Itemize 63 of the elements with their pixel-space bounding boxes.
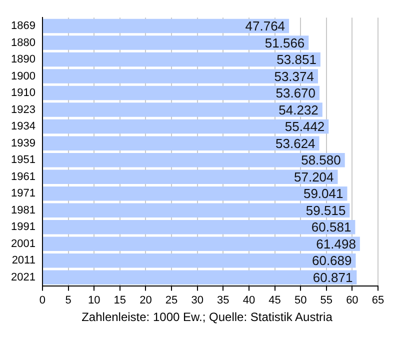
bar xyxy=(42,203,350,218)
data-label: 53.670 xyxy=(276,86,316,101)
x-tick-label: 30 xyxy=(191,294,204,306)
bar xyxy=(42,119,329,134)
text: Zahlenleiste: 1000 Ew.; Quelle: Statistik Austria xyxy=(80,310,334,324)
data-label: 57.204 xyxy=(294,169,334,184)
data-label: 59.515 xyxy=(306,202,346,218)
x-tick-label: 0 xyxy=(39,294,46,306)
y-tick-label: 1951 xyxy=(10,154,36,166)
bar xyxy=(42,36,309,50)
bar xyxy=(42,102,322,117)
data-label: 47.764 xyxy=(245,18,286,34)
x-tick-label: 25 xyxy=(165,294,178,306)
y-tick-label: 2011 xyxy=(12,254,36,267)
data-label: 53.624 xyxy=(276,136,316,151)
y-tick-label: 1971 xyxy=(10,188,36,200)
x-tick-label: 5 xyxy=(65,294,72,306)
bar xyxy=(42,69,318,84)
bar xyxy=(42,86,320,100)
bar xyxy=(42,18,290,34)
data-label: 53.374 xyxy=(274,68,314,84)
data-label: 53.851 xyxy=(276,52,316,68)
y-tick-label: 1991 xyxy=(10,221,36,234)
bar xyxy=(42,236,360,252)
x-tick-label: 35 xyxy=(217,294,230,306)
y-tick-label: 1981 xyxy=(10,204,36,216)
y-tick-label: 1923 xyxy=(10,104,36,116)
x-tick-label: 40 xyxy=(242,294,256,306)
y-tick-label: 1939 xyxy=(10,137,36,150)
data-label: 60.871 xyxy=(312,270,353,285)
y-tick-label: 2001 xyxy=(10,238,36,250)
bar xyxy=(42,170,338,184)
y-tick-label: 1880 xyxy=(10,36,36,49)
y-tick-label: 1900 xyxy=(10,70,36,82)
data-label: 51.566 xyxy=(264,35,305,50)
bar xyxy=(42,220,356,234)
bar xyxy=(42,270,357,285)
bar xyxy=(42,136,320,150)
x-tick-label: 60 xyxy=(346,294,358,306)
data-label: 61.498 xyxy=(316,236,356,252)
x-tick-label: 55 xyxy=(320,294,333,306)
bar xyxy=(42,186,348,201)
y-tick-label: 1934 xyxy=(10,120,36,133)
bar xyxy=(42,152,345,168)
data-label: 55.442 xyxy=(284,119,325,134)
data-label: 54.232 xyxy=(278,102,318,118)
y-tick-label: 2021 xyxy=(10,271,36,284)
x-tick-label: 15 xyxy=(114,294,126,306)
data-label: 60.581 xyxy=(311,220,352,235)
bar xyxy=(42,254,356,268)
x-tick-label: 50 xyxy=(294,294,307,306)
x-tick-label: 65 xyxy=(372,294,384,306)
x-tick-label: 10 xyxy=(88,294,100,306)
x-tick-label: 45 xyxy=(268,294,281,306)
y-tick-label: 1961 xyxy=(10,170,36,183)
data-label: 60.689 xyxy=(312,253,352,268)
x-tick-label: 20 xyxy=(140,294,152,306)
y-tick-label: 1910 xyxy=(10,87,36,100)
data-label: 59.041 xyxy=(303,186,344,202)
data-label: 58.580 xyxy=(301,152,341,168)
y-tick-label: 1869 xyxy=(10,20,36,32)
bar xyxy=(42,52,320,67)
y-tick-label: 1890 xyxy=(10,54,36,66)
